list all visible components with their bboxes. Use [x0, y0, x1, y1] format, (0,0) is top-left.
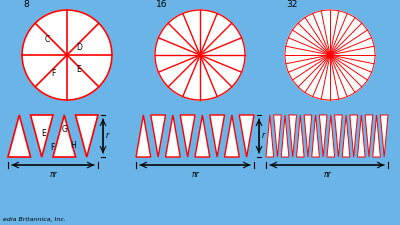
Text: πr: πr: [191, 170, 199, 179]
Text: r: r: [262, 131, 265, 140]
Polygon shape: [76, 115, 98, 157]
Text: D: D: [76, 43, 82, 52]
Polygon shape: [289, 115, 296, 157]
Polygon shape: [365, 115, 373, 157]
Polygon shape: [8, 115, 30, 157]
Text: 8: 8: [23, 0, 29, 9]
Polygon shape: [166, 115, 180, 157]
Text: πr: πr: [49, 170, 57, 179]
Text: H: H: [70, 140, 76, 149]
Polygon shape: [180, 115, 195, 157]
Text: F: F: [51, 68, 55, 77]
Circle shape: [22, 10, 112, 100]
Polygon shape: [136, 115, 151, 157]
Circle shape: [285, 10, 375, 100]
Polygon shape: [327, 115, 335, 157]
Text: r: r: [106, 131, 109, 140]
Polygon shape: [335, 115, 342, 157]
Polygon shape: [224, 115, 239, 157]
Polygon shape: [373, 115, 380, 157]
Text: G: G: [62, 126, 68, 135]
Polygon shape: [53, 115, 76, 157]
Text: F: F: [50, 142, 54, 151]
Polygon shape: [210, 115, 224, 157]
Text: C: C: [44, 36, 50, 45]
Polygon shape: [239, 115, 254, 157]
Text: edia Britannica, Inc.: edia Britannica, Inc.: [3, 217, 66, 222]
Polygon shape: [319, 115, 327, 157]
Text: 16: 16: [156, 0, 168, 9]
Polygon shape: [266, 115, 274, 157]
Circle shape: [155, 10, 245, 100]
Polygon shape: [358, 115, 365, 157]
Polygon shape: [342, 115, 350, 157]
Polygon shape: [195, 115, 210, 157]
Polygon shape: [350, 115, 358, 157]
Polygon shape: [30, 115, 53, 157]
Polygon shape: [380, 115, 388, 157]
Polygon shape: [304, 115, 312, 157]
Polygon shape: [296, 115, 304, 157]
Polygon shape: [281, 115, 289, 157]
Polygon shape: [151, 115, 166, 157]
Text: 32: 32: [286, 0, 297, 9]
Text: E: E: [77, 65, 81, 74]
Text: E: E: [42, 128, 46, 137]
Polygon shape: [274, 115, 281, 157]
Polygon shape: [312, 115, 319, 157]
Text: πr: πr: [323, 170, 331, 179]
